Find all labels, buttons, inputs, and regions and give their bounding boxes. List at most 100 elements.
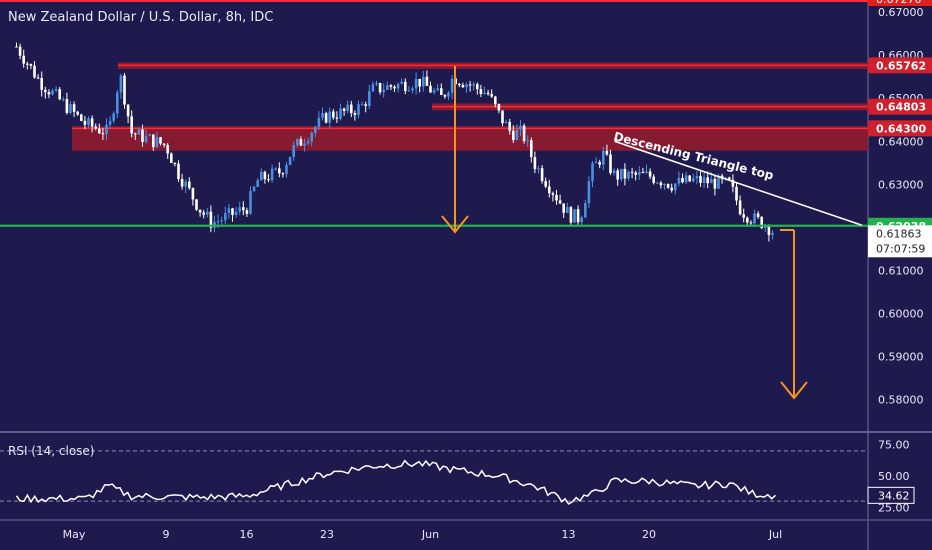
candle-body	[285, 164, 288, 175]
candle-body	[252, 186, 256, 191]
candle-body	[220, 220, 223, 222]
candle-body	[26, 63, 29, 65]
candle-body	[69, 104, 72, 113]
candle-body	[335, 117, 339, 119]
candle-body	[537, 168, 540, 170]
candle-body	[526, 140, 529, 142]
level-price-label: 0.65762	[876, 59, 926, 72]
candle-body	[756, 213, 760, 217]
candle-body	[119, 75, 123, 93]
candle-body	[166, 145, 169, 154]
candle-body	[375, 83, 378, 85]
candle-body	[94, 126, 97, 129]
candle-body	[760, 216, 763, 228]
time-tick-label: 20	[642, 528, 656, 541]
candle-body	[134, 133, 137, 135]
candle-body	[450, 78, 454, 93]
candle-body	[440, 88, 443, 95]
candle-body	[414, 78, 418, 89]
candle-body	[324, 113, 328, 123]
candle-body	[47, 92, 51, 95]
time-tick-label: 13	[562, 528, 576, 541]
time-tick-label: May	[63, 528, 86, 541]
candle-body	[508, 121, 511, 131]
candle-body	[281, 173, 285, 175]
candle-body	[292, 145, 295, 157]
candle-body	[479, 89, 483, 95]
candle-body	[40, 77, 43, 90]
candle-body	[749, 222, 753, 224]
candle-body	[587, 181, 591, 204]
candle-body	[83, 120, 87, 125]
candle-body	[368, 91, 371, 106]
level-price-box	[868, 98, 932, 115]
candle-body	[267, 179, 270, 181]
candle-body	[51, 90, 54, 95]
candle-body	[310, 133, 313, 142]
candle-body	[753, 213, 756, 224]
candle-body	[530, 140, 533, 158]
candle-body	[504, 121, 508, 124]
candle-body	[87, 118, 90, 125]
candle-body	[674, 183, 677, 191]
candle-body	[407, 90, 411, 92]
candle-body	[432, 90, 436, 93]
candle-body	[389, 85, 393, 87]
candle-body	[260, 171, 263, 181]
candle-body	[497, 104, 501, 111]
candle-body	[638, 171, 641, 175]
candle-body	[706, 177, 709, 184]
candle-body	[54, 89, 58, 91]
candle-body	[216, 221, 220, 223]
candle-body	[393, 86, 396, 89]
time-axis: May 9 16 23 Jun 13 20 Jul	[63, 528, 783, 541]
candle-body	[656, 182, 659, 184]
candle-body	[80, 114, 83, 121]
candle-body	[681, 177, 684, 183]
candle-body	[22, 55, 25, 64]
candle-body	[198, 209, 202, 213]
candle-body	[342, 108, 346, 111]
price-tick-label: 0.59000	[878, 351, 924, 364]
candle-body	[245, 210, 249, 214]
candle-body	[677, 177, 681, 184]
candle-body	[515, 129, 519, 140]
countdown-label: 07:07:59	[876, 242, 925, 255]
candle-body	[767, 225, 771, 235]
candle-body	[227, 208, 231, 213]
candle-body	[386, 85, 389, 90]
candle-body	[630, 171, 634, 173]
candle-body	[576, 209, 580, 223]
candle-body	[123, 75, 126, 105]
candle-body	[483, 92, 486, 95]
candle-body	[472, 84, 475, 86]
candle-body	[465, 84, 468, 88]
candle-body	[234, 211, 238, 216]
candle-body	[137, 129, 141, 135]
candle-body	[112, 113, 115, 121]
candle-body	[684, 175, 688, 183]
candle-body	[735, 186, 738, 201]
chart-title: New Zealand Dollar / U.S. Dollar, 8h, ID…	[8, 10, 274, 25]
price-tick-label: 0.64000	[878, 135, 924, 148]
candle-body	[404, 81, 407, 92]
candle-body	[162, 143, 166, 146]
candle-body	[418, 78, 421, 87]
candle-body	[771, 232, 774, 235]
candle-body	[76, 111, 79, 115]
candle-body	[731, 179, 735, 187]
candle-body	[224, 212, 227, 221]
time-tick-label: 23	[320, 528, 334, 541]
candle-body	[328, 111, 331, 123]
candle-body	[645, 171, 648, 173]
rsi-tick-label: 50.00	[878, 470, 910, 483]
level-price-label: 0.64300	[876, 122, 926, 135]
candle-body	[15, 46, 18, 48]
candle-body	[616, 170, 619, 180]
candle-body	[155, 137, 159, 148]
candle-body	[371, 84, 375, 92]
candle-body	[159, 137, 162, 144]
candle-body	[346, 104, 349, 111]
